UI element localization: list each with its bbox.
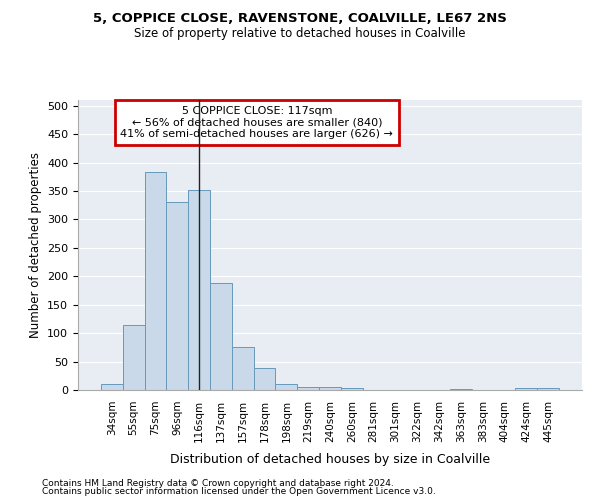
Y-axis label: Number of detached properties: Number of detached properties bbox=[29, 152, 41, 338]
Bar bbox=[537, 388, 559, 390]
Bar bbox=[232, 348, 254, 390]
Bar bbox=[123, 324, 145, 390]
Text: Size of property relative to detached houses in Coalville: Size of property relative to detached ho… bbox=[134, 28, 466, 40]
Bar bbox=[341, 388, 363, 390]
Bar bbox=[450, 389, 472, 390]
X-axis label: Distribution of detached houses by size in Coalville: Distribution of detached houses by size … bbox=[170, 453, 490, 466]
Bar bbox=[145, 172, 166, 390]
Text: 5, COPPICE CLOSE, RAVENSTONE, COALVILLE, LE67 2NS: 5, COPPICE CLOSE, RAVENSTONE, COALVILLE,… bbox=[93, 12, 507, 26]
Bar bbox=[515, 388, 537, 390]
Bar bbox=[188, 190, 210, 390]
Bar bbox=[210, 283, 232, 390]
Bar bbox=[297, 386, 319, 390]
Bar bbox=[101, 384, 123, 390]
Bar bbox=[275, 384, 297, 390]
Text: Contains public sector information licensed under the Open Government Licence v3: Contains public sector information licen… bbox=[42, 487, 436, 496]
Bar bbox=[319, 387, 341, 390]
Text: Contains HM Land Registry data © Crown copyright and database right 2024.: Contains HM Land Registry data © Crown c… bbox=[42, 478, 394, 488]
Text: 5 COPPICE CLOSE: 117sqm
← 56% of detached houses are smaller (840)
41% of semi-d: 5 COPPICE CLOSE: 117sqm ← 56% of detache… bbox=[121, 106, 394, 139]
Bar bbox=[166, 202, 188, 390]
Bar bbox=[254, 368, 275, 390]
